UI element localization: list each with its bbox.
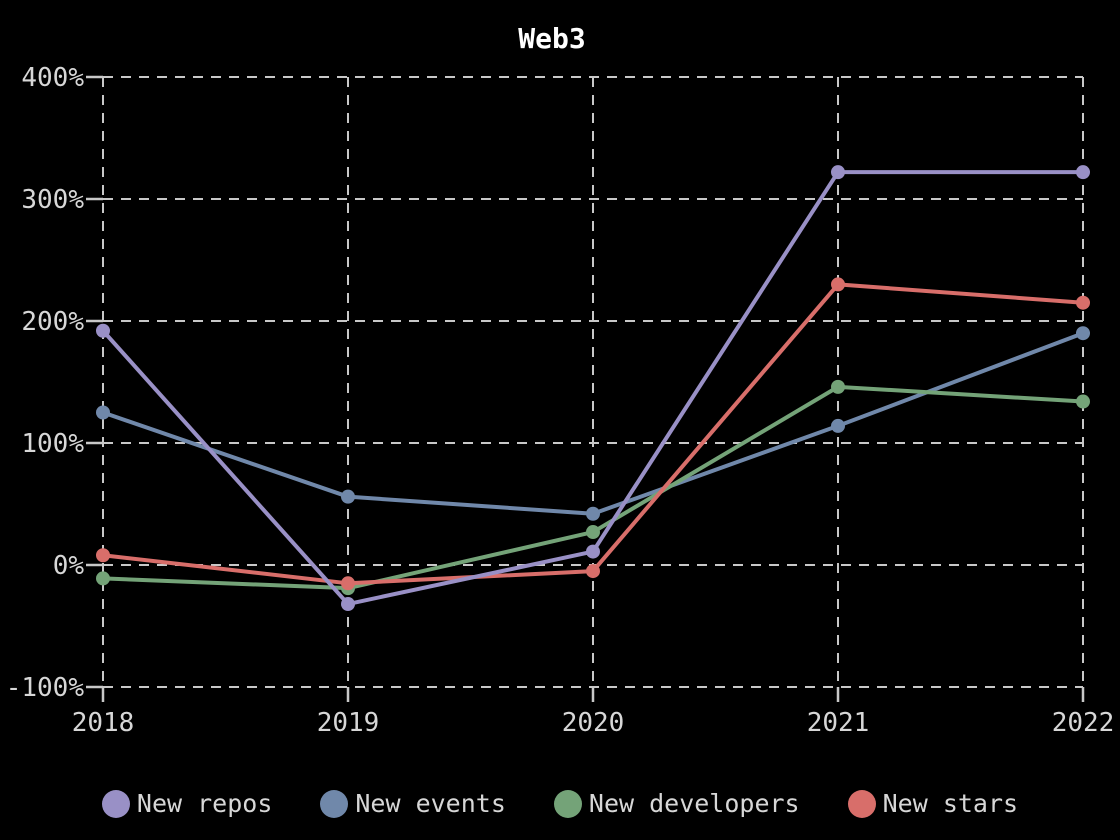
x-axis-label: 2022 (1052, 708, 1115, 738)
data-point (96, 405, 110, 420)
legend-item-new-developers: New developers (553, 789, 800, 818)
data-point (1076, 394, 1090, 409)
x-axis-label: 2019 (317, 708, 380, 738)
data-point (831, 165, 845, 180)
data-point (586, 525, 600, 540)
data-point (341, 489, 355, 504)
y-axis-label: 300% (21, 185, 84, 215)
data-point (1076, 326, 1090, 341)
data-point (831, 379, 845, 394)
axis-tick-labels: 400% 300% 200% 100% 0% -100% 2018 2019 2020 2021 2… (6, 63, 1115, 738)
data-point (586, 544, 600, 559)
data-point (831, 418, 845, 433)
data-point (341, 597, 355, 612)
x-axis-label: 2021 (807, 708, 870, 738)
y-axis-label: 400% (21, 63, 84, 93)
series-new-developers (96, 379, 1090, 596)
legend-item-new-repos: New repos (101, 789, 273, 818)
data-point (586, 506, 600, 521)
legend-item-new-stars: New stars (847, 789, 1019, 818)
legend-item-new-events: New events (320, 790, 506, 818)
y-axis-label: 200% (21, 307, 84, 337)
series-new-repos (96, 165, 1090, 612)
data-point (96, 323, 110, 338)
data-point (341, 576, 355, 591)
data-series (96, 165, 1090, 612)
legend-label: New developers (588, 789, 800, 818)
data-point (96, 571, 110, 586)
y-axis-label: -100% (6, 673, 85, 703)
data-point (1076, 295, 1090, 310)
chart-legend: New repos New events New developers New sta… (0, 790, 1120, 818)
y-axis-label: 100% (21, 429, 84, 459)
data-point (96, 548, 110, 563)
legend-label: New stars (882, 789, 1019, 818)
legend-dot-icon (320, 790, 349, 818)
x-axis-label: 2018 (72, 708, 135, 738)
series-new-events (96, 326, 1090, 521)
x-axis-label: 2020 (562, 708, 625, 738)
chart-title: Web3 (518, 22, 585, 55)
legend-dot-icon (101, 790, 130, 818)
legend-dot-icon (553, 790, 582, 818)
data-point (831, 277, 845, 292)
legend-label: New events (355, 789, 506, 818)
legend-dot-icon (847, 790, 876, 818)
data-point (1076, 165, 1090, 180)
legend-label: New repos (136, 789, 273, 818)
series-new-stars (96, 277, 1090, 591)
data-point (586, 564, 600, 579)
y-axis-label: 0% (53, 551, 85, 581)
